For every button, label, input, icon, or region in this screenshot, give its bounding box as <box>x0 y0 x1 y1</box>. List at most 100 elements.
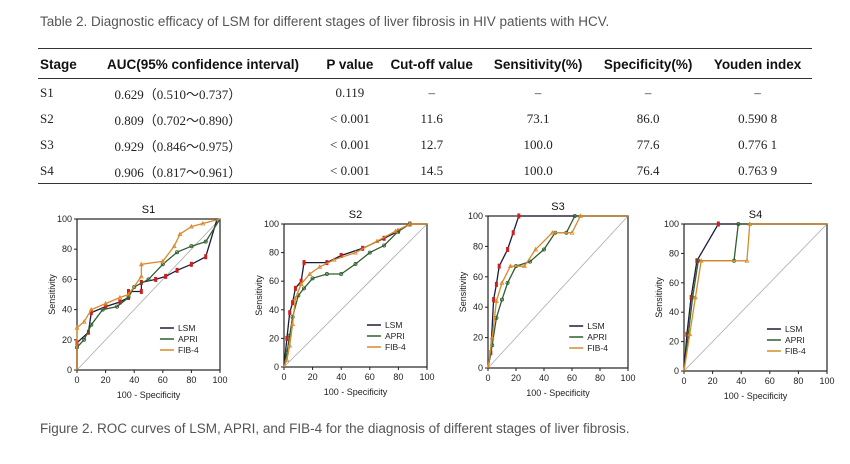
table-cell: S2 <box>40 111 54 126</box>
roc-chart-s2: 0 20 40 60 80 100 0 20 40 60 80 100 S2 100 - Specific… <box>254 209 435 397</box>
data-point-apri <box>189 244 194 249</box>
reference-diagonal <box>283 223 428 368</box>
legend-label: LSM <box>785 324 802 334</box>
figure-caption: Figure 2. ROC curves of LSM, APRI, and F… <box>40 421 630 436</box>
data-point-fib4 <box>298 281 304 286</box>
data-point-lsm <box>382 235 386 241</box>
data-point-lsm <box>506 246 510 252</box>
data-point-lsm <box>118 299 122 305</box>
data-point-fib4 <box>200 220 206 226</box>
table-cell: S4 <box>40 163 54 178</box>
chart-title: S2 <box>349 209 362 221</box>
data-point-fib4 <box>698 258 704 263</box>
x-axis-label: 100 - Specificity <box>324 387 388 397</box>
roc-line-fib-4 <box>683 223 827 372</box>
data-point-fib4 <box>521 263 527 269</box>
table-cell: – <box>754 85 761 100</box>
x-tick-label: 40 <box>539 373 549 383</box>
data-point-apri <box>324 272 329 277</box>
legend-label: FIB-4 <box>385 342 406 352</box>
table-cell: 73.1 <box>526 111 550 126</box>
x-tick-label: 80 <box>393 372 403 382</box>
data-point-lsm <box>517 213 521 219</box>
data-point-apri <box>367 250 372 255</box>
data-point-fib4 <box>507 263 513 269</box>
data-point-fib4 <box>687 331 693 337</box>
y-tick-label: 60 <box>269 276 279 286</box>
data-point-lsm <box>285 335 289 341</box>
data-point-apri <box>353 262 358 267</box>
roc-line-apri <box>283 223 427 368</box>
table-cell: 12.7 <box>420 137 444 152</box>
x-tick-label: 100 <box>419 372 434 382</box>
data-point-apri <box>132 284 137 289</box>
legend-label: LSM <box>385 320 402 330</box>
roc-line-lsm <box>76 218 218 370</box>
table-cell: 100.0 <box>523 137 553 152</box>
data-point-apri <box>505 280 510 285</box>
x-tick-label: 80 <box>793 376 803 386</box>
x-tick-label: 40 <box>336 372 346 382</box>
legend-label: APRI <box>785 335 805 345</box>
data-point-fib4 <box>489 334 495 340</box>
data-point-fib4 <box>747 221 753 226</box>
x-tick-label: 40 <box>129 375 139 385</box>
data-point-lsm <box>104 304 108 310</box>
legend-label: LSM <box>178 323 195 333</box>
legend-label: APRI <box>178 334 198 344</box>
reference-diagonal <box>487 215 629 369</box>
table-cell: 76.4 <box>636 163 660 178</box>
y-tick-label: 100 <box>664 219 679 229</box>
data-point-apri <box>382 243 387 248</box>
y-axis-label: Sensitivity <box>47 274 57 315</box>
data-point-fib4 <box>577 213 583 218</box>
y-tick-label: 100 <box>57 214 72 224</box>
x-tick-label: 60 <box>567 373 577 383</box>
column-header: AUC(95% confidence interval) <box>107 57 300 72</box>
data-point-fib4 <box>160 258 166 264</box>
legend-label: LSM <box>587 321 604 331</box>
legend-label: APRI <box>587 332 607 342</box>
data-point-lsm <box>139 288 143 294</box>
table-row: S1 0.629（0.510～0.737） 0.119 – – – – <box>38 79 812 106</box>
data-point-apri <box>115 304 120 309</box>
data-point-fib4 <box>287 342 293 348</box>
data-point-lsm <box>716 221 720 227</box>
y-tick-label: 80 <box>473 241 483 251</box>
data-point-fib4 <box>177 231 183 236</box>
y-axis-label: Sensitivity <box>254 275 264 316</box>
data-point-lsm <box>494 281 498 287</box>
data-point-lsm <box>325 260 329 266</box>
table-cell: – <box>428 85 435 100</box>
y-tick-label: 60 <box>473 272 483 282</box>
roc-line-apri <box>487 215 628 369</box>
table-caption: Table 2. Diagnostic efficacy of LSM for … <box>40 14 610 29</box>
table-cell: < 0.001 <box>330 163 370 178</box>
data-point-fib4 <box>533 246 539 252</box>
legend-label: FIB-4 <box>785 346 806 356</box>
data-point-lsm <box>511 230 515 236</box>
data-point-apri <box>82 337 87 342</box>
y-tick-label: 20 <box>62 335 72 345</box>
x-axis-label: 100 - Specificity <box>117 390 181 400</box>
y-tick-label: 60 <box>669 278 679 288</box>
data-point-lsm <box>339 252 343 258</box>
table-cell: < 0.001 <box>330 137 370 152</box>
table-cell: 0.629（0.510～0.737） <box>114 86 242 102</box>
data-point-lsm <box>288 310 292 316</box>
data-point-fib4 <box>171 243 177 249</box>
column-header: Youden index <box>713 57 802 72</box>
y-tick-label: 0 <box>67 365 72 375</box>
y-tick-label: 100 <box>468 211 483 221</box>
table-row: S4 0.906（0.817～0.961） < 0.001 14.5 100.0… <box>38 157 812 184</box>
x-tick-label: 20 <box>101 375 111 385</box>
roc-line-fib-4 <box>283 223 427 368</box>
data-point-fib4 <box>692 294 698 300</box>
y-tick-label: 40 <box>62 305 72 315</box>
legend-label: FIB-4 <box>178 345 199 355</box>
y-tick-label: 20 <box>269 333 279 343</box>
x-tick-label: 20 <box>308 372 318 382</box>
table-cell: – <box>644 85 652 100</box>
roc-chart-s1: 0 20 40 60 80 100 0 20 40 60 80 100 S1 100 - Specific… <box>47 204 228 400</box>
chart-title: S3 <box>551 201 564 213</box>
